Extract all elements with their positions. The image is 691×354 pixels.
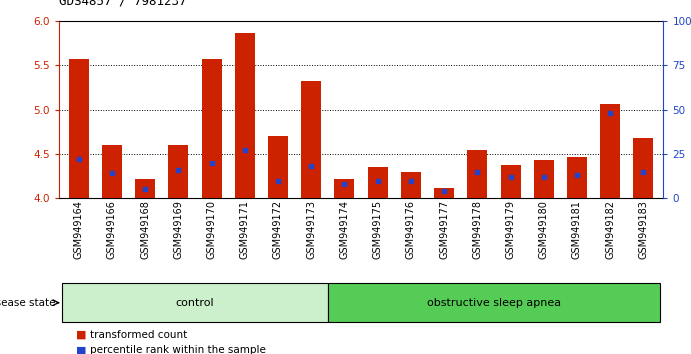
Text: GSM949182: GSM949182 [605,200,615,259]
Bar [301,80,321,198]
Text: control: control [176,298,214,308]
Text: GSM949175: GSM949175 [372,200,383,259]
Text: GSM949183: GSM949183 [638,200,648,259]
Bar [102,145,122,198]
Text: GSM949181: GSM949181 [572,200,582,259]
Bar [600,103,620,198]
Bar [401,172,421,198]
Text: GSM949180: GSM949180 [539,200,549,259]
Bar [202,59,222,198]
Text: GSM949173: GSM949173 [306,200,316,259]
Bar [500,165,520,198]
Text: GSM949178: GSM949178 [473,200,482,259]
Text: GSM949179: GSM949179 [506,200,515,259]
Text: GSM949168: GSM949168 [140,200,150,259]
Bar [68,59,88,198]
Text: GSM949171: GSM949171 [240,200,249,259]
Text: GSM949177: GSM949177 [439,200,449,259]
Bar [368,167,388,198]
Bar [235,33,255,198]
Bar [268,136,288,198]
Text: ■: ■ [76,330,86,339]
Bar [334,179,354,198]
Text: GSM949172: GSM949172 [273,200,283,259]
Text: disease state: disease state [0,298,55,308]
Text: GSM949174: GSM949174 [339,200,350,259]
Text: GSM949169: GSM949169 [173,200,183,259]
Text: GSM949166: GSM949166 [107,200,117,259]
Bar [634,138,654,198]
Bar [467,150,487,198]
Text: percentile rank within the sample: percentile rank within the sample [90,346,266,354]
Bar [135,179,155,198]
Bar [434,188,454,198]
Text: GSM949176: GSM949176 [406,200,416,259]
Bar [567,157,587,198]
Text: GSM949164: GSM949164 [74,200,84,259]
Text: ■: ■ [76,346,86,354]
Text: GDS4857 / 7981237: GDS4857 / 7981237 [59,0,187,7]
Bar [533,160,553,198]
Text: transformed count: transformed count [90,330,187,339]
Bar [169,145,188,198]
Text: GSM949170: GSM949170 [207,200,216,259]
Text: obstructive sleep apnea: obstructive sleep apnea [427,298,561,308]
